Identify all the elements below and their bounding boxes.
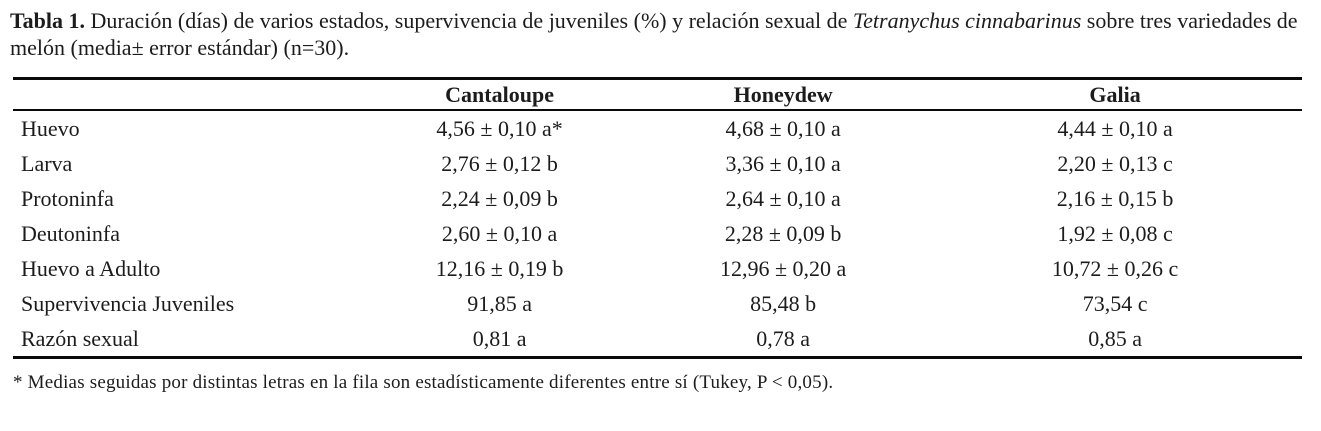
- table-header: Cantaloupe Honeydew Galia: [13, 79, 1302, 111]
- value-cell: 3,36 ± 0,10 a: [725, 150, 841, 176]
- column-header-galia: Galia: [1089, 81, 1141, 107]
- value-cell: 2,20 ± 0,13 c: [1057, 150, 1173, 176]
- value-cell: 10,72 ± 0,26 c: [1051, 255, 1179, 281]
- header-row: Cantaloupe Honeydew Galia: [13, 79, 1302, 111]
- table-caption: Tabla 1. Duración (días) de varios estad…: [10, 7, 1313, 61]
- value-cell: 2,76 ± 0,12 b: [441, 150, 558, 176]
- table-row: Supervivencia Juveniles 91,85 a 85,48 b …: [13, 286, 1302, 321]
- row-label: Protoninfa: [21, 185, 114, 211]
- value-cell: 2,64 ± 0,10 a: [725, 185, 841, 211]
- table-row: Huevo 4,56 ± 0,10 a* 4,68 ± 0,10 a 4,44 …: [13, 110, 1302, 146]
- row-label: Larva: [21, 150, 73, 176]
- value-cell: 0,78 a: [756, 325, 811, 351]
- value-cell: 91,85 a: [467, 290, 532, 316]
- value-cell: 4,56 ± 0,10 a*: [436, 115, 563, 141]
- page: Tabla 1. Duración (días) de varios estad…: [0, 7, 1321, 431]
- row-label: Huevo a Adulto: [21, 255, 161, 281]
- value-cell: 0,81 a: [472, 325, 527, 351]
- table-row: Deutoninfa 2,60 ± 0,10 a 2,28 ± 0,09 b 1…: [13, 216, 1302, 251]
- value-cell: 1,92 ± 0,08 c: [1057, 220, 1173, 246]
- row-label: Razón sexual: [21, 325, 139, 351]
- table-footnote: * Medias seguidas por distintas letras e…: [13, 372, 834, 393]
- column-header-empty: [13, 79, 361, 111]
- row-label: Supervivencia Juveniles: [21, 290, 235, 316]
- results-table: Cantaloupe Honeydew Galia Huevo 4,56 ± 0…: [13, 77, 1302, 359]
- value-cell: 2,28 ± 0,09 b: [724, 220, 842, 246]
- value-cell: 2,24 ± 0,09 b: [441, 185, 558, 211]
- value-cell: 2,60 ± 0,10 a: [441, 220, 558, 246]
- row-label: Deutoninfa: [21, 220, 120, 246]
- table-row: Larva 2,76 ± 0,12 b 3,36 ± 0,10 a 2,20 ±…: [13, 146, 1302, 181]
- value-cell: 2,16 ± 0,15 b: [1056, 185, 1174, 211]
- table-body: Huevo 4,56 ± 0,10 a* 4,68 ± 0,10 a 4,44 …: [13, 110, 1302, 358]
- caption-label: Tabla 1.: [10, 8, 86, 33]
- caption-text-before-italic: Duración (días) de varios estados, super…: [85, 8, 853, 33]
- column-header-cantaloupe: Cantaloupe: [445, 81, 554, 107]
- value-cell: 0,85 a: [1088, 325, 1142, 351]
- value-cell: 73,54 c: [1082, 290, 1148, 316]
- value-cell: 12,16 ± 0,19 b: [435, 255, 564, 281]
- column-header-honeydew: Honeydew: [733, 81, 833, 107]
- value-cell: 4,68 ± 0,10 a: [725, 115, 841, 141]
- caption-line2: melón (media± error estándar) (n=30).: [10, 35, 350, 60]
- caption-text-after-italic: sobre tres variedades de: [1081, 8, 1298, 33]
- value-cell: 12,96 ± 0,20 a: [719, 255, 847, 281]
- table-row: Razón sexual 0,81 a 0,78 a 0,85 a: [13, 321, 1302, 358]
- row-label: Huevo: [21, 115, 80, 141]
- value-cell: 4,44 ± 0,10 a: [1057, 115, 1173, 141]
- table-row: Huevo a Adulto 12,16 ± 0,19 b 12,96 ± 0,…: [13, 251, 1302, 286]
- table-row: Protoninfa 2,24 ± 0,09 b 2,64 ± 0,10 a 2…: [13, 181, 1302, 216]
- value-cell: 85,48 b: [750, 290, 817, 316]
- caption-species-name: Tetranychus cinnabarinus: [852, 8, 1082, 33]
